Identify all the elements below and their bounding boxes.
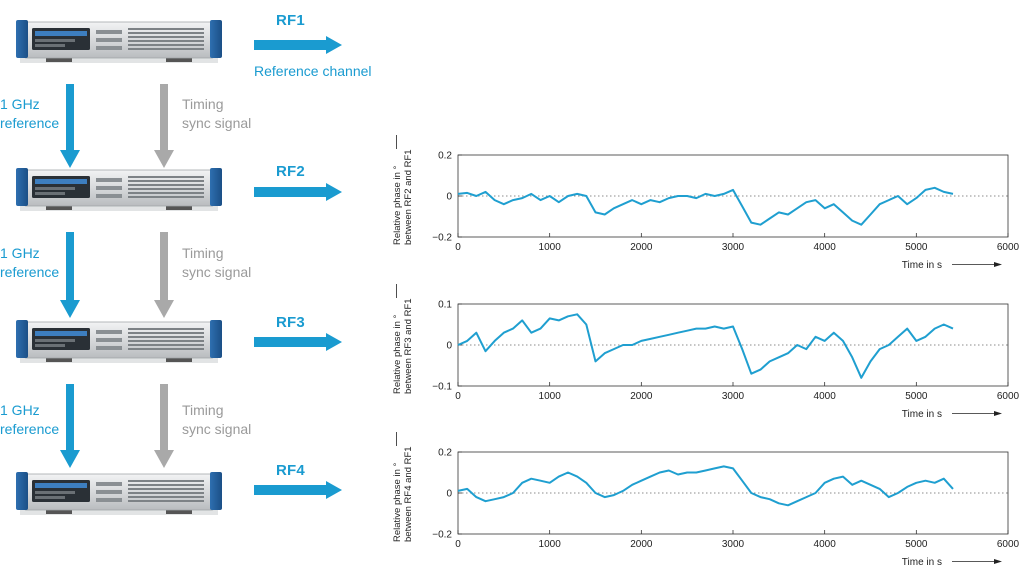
y-tick-label: 0.1 xyxy=(438,300,452,311)
reference-label-3: 1 GHz reference xyxy=(0,401,59,439)
reference-label-2: 1 GHz reference xyxy=(0,244,59,282)
y-axis-label-line1: Relative phase in ° xyxy=(392,462,403,542)
y-tick-label: 0.2 xyxy=(438,151,452,162)
x-tick-label: 4000 xyxy=(814,391,837,402)
x-tick-label: 2000 xyxy=(630,242,653,253)
reference-label-line2: reference xyxy=(0,421,60,437)
signal-generator-rf4 xyxy=(16,470,222,516)
phase-trace xyxy=(457,313,954,379)
signal-generator-rf3 xyxy=(16,318,222,364)
x-tick-label: 2000 xyxy=(630,539,653,550)
x-tick-label: 0 xyxy=(455,242,461,253)
x-tick-label: 2000 xyxy=(630,391,653,402)
x-tick-label: 6000 xyxy=(997,391,1020,402)
timing-arrow-2 xyxy=(154,232,174,318)
reference-label-line2: reference xyxy=(0,115,60,131)
rf3-output-arrow xyxy=(254,333,342,351)
reference-label-line1: 1 GHz xyxy=(0,245,40,261)
x-tick-label: 3000 xyxy=(722,391,745,402)
x-axis-label: Time in s xyxy=(902,409,942,420)
y-axis-label-line2: between RF4 and RF1 xyxy=(403,446,414,542)
y-tick-label: −0.1 xyxy=(432,382,452,393)
rf1-label: RF1 xyxy=(276,12,305,29)
x-tick-label: 4000 xyxy=(814,539,837,550)
rf4-label: RF4 xyxy=(276,462,305,479)
timing-arrow-3 xyxy=(154,384,174,468)
x-axis-label: Time in s xyxy=(902,260,942,271)
plot-frame xyxy=(457,451,1009,535)
reference-label-line1: 1 GHz xyxy=(0,402,40,418)
x-tick-label: 4000 xyxy=(814,242,837,253)
plot-frame xyxy=(457,303,1009,387)
x-tick-label: 1000 xyxy=(539,242,562,253)
reference-channel-label: Reference channel xyxy=(254,63,372,79)
x-tick-label: 5000 xyxy=(905,539,928,550)
x-axis-arrowhead xyxy=(994,411,1002,416)
x-tick-label: 5000 xyxy=(905,242,928,253)
phase-trace xyxy=(457,186,954,226)
timing-label-line1: Timing xyxy=(182,245,224,261)
reference-arrow-1 xyxy=(60,84,80,168)
timing-arrow-1 xyxy=(154,84,174,168)
x-tick-label: 1000 xyxy=(539,391,562,402)
y-tick-label: 0.2 xyxy=(438,448,452,459)
y-tick-label: 0 xyxy=(446,489,452,500)
timing-label-line2: sync signal xyxy=(182,115,252,131)
signal-generator-rf2 xyxy=(16,166,222,212)
signal-generator-rf1 xyxy=(16,18,222,64)
x-tick-label: 5000 xyxy=(905,391,928,402)
y-tick-label: −0.2 xyxy=(432,233,452,244)
timing-label-line1: Timing xyxy=(182,96,224,112)
y-tick-label: 0 xyxy=(446,192,452,203)
x-tick-label: 0 xyxy=(455,539,461,550)
rf2-label: RF2 xyxy=(276,163,305,180)
reference-label-line2: reference xyxy=(0,264,60,280)
reference-label-line1: 1 GHz xyxy=(0,96,40,112)
x-tick-label: 0 xyxy=(455,391,461,402)
reference-arrow-2 xyxy=(60,232,80,318)
y-axis-label: Relative phase in ° between RF3 and RF1 xyxy=(392,284,414,394)
y-tick-label: 0 xyxy=(446,341,452,352)
rf1-output-arrow xyxy=(254,36,342,54)
rf4-output-arrow xyxy=(254,481,342,499)
x-axis-arrowhead xyxy=(994,262,1002,267)
phase-trace xyxy=(457,465,954,507)
y-axis-label-line1: Relative phase in ° xyxy=(392,314,403,394)
reference-arrow-3 xyxy=(60,384,80,468)
y-axis-label-line2: between RF3 and RF1 xyxy=(403,298,414,394)
plot-frame xyxy=(457,154,1009,238)
y-axis-label: Relative phase in ° between RF2 and RF1 xyxy=(392,135,414,245)
timing-label-2: Timing sync signal xyxy=(182,244,251,282)
timing-label-line1: Timing xyxy=(182,402,224,418)
x-tick-label: 1000 xyxy=(539,539,562,550)
timing-label-line2: sync signal xyxy=(182,421,252,437)
reference-label-1: 1 GHz reference xyxy=(0,95,59,133)
timing-label-3: Timing sync signal xyxy=(182,401,251,439)
x-axis-label: Time in s xyxy=(902,557,942,568)
rf3-label: RF3 xyxy=(276,314,305,331)
x-tick-label: 3000 xyxy=(722,242,745,253)
rf2-output-arrow xyxy=(254,183,342,201)
y-axis-label-line1: Relative phase in ° xyxy=(392,165,403,245)
x-tick-label: 6000 xyxy=(997,539,1020,550)
x-tick-label: 6000 xyxy=(997,242,1020,253)
y-axis-label-line2: between RF2 and RF1 xyxy=(403,149,414,245)
y-axis-label: Relative phase in ° between RF4 and RF1 xyxy=(392,432,414,542)
x-axis-arrowhead xyxy=(994,559,1002,564)
timing-label-1: Timing sync signal xyxy=(182,95,251,133)
y-tick-label: −0.2 xyxy=(432,530,452,541)
x-tick-label: 3000 xyxy=(722,539,745,550)
timing-label-line2: sync signal xyxy=(182,264,252,280)
